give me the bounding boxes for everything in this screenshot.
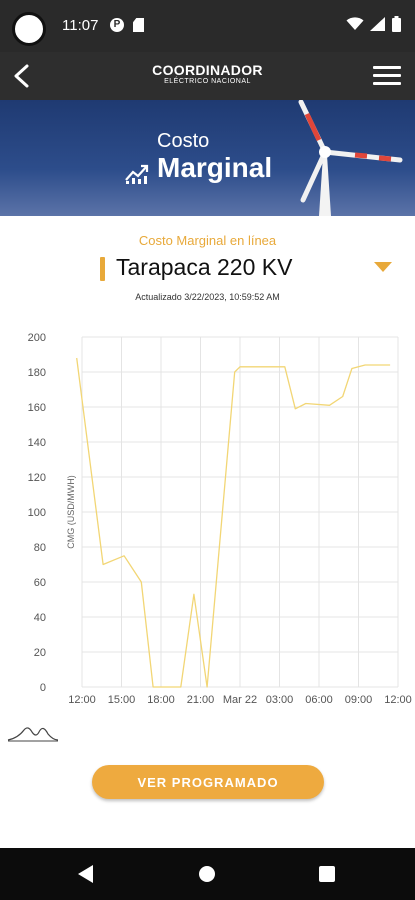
status-icons: [346, 16, 401, 32]
station-accent-bar: [100, 257, 105, 281]
app-bar: COORDINADOR ELÉCTRICO NACIONAL: [0, 52, 415, 100]
y-tick-label: 80: [34, 542, 46, 554]
station-name[interactable]: Tarapaca 220 KV: [116, 254, 293, 280]
hamburger-menu-icon[interactable]: [373, 66, 401, 88]
trending-up-icon: [125, 164, 149, 184]
banner-title-large: Marginal: [157, 152, 273, 183]
y-tick-label: 200: [28, 332, 46, 344]
parking-notification-icon: P: [110, 18, 124, 32]
y-tick-label: 120: [28, 472, 46, 484]
updated-timestamp: Actualizado 3/22/2023, 10:59:52 AM: [135, 292, 280, 302]
station-selector[interactable]: Tarapaca 220 KV: [0, 252, 415, 286]
ver-programado-button[interactable]: VER PROGRAMADO: [92, 765, 324, 799]
y-tick-label: 140: [28, 437, 46, 449]
section-subtitle: Costo Marginal en línea: [138, 233, 277, 248]
camera-cutout: [12, 12, 46, 46]
x-tick-label: 15:00: [108, 694, 136, 706]
nav-back-icon[interactable]: [78, 865, 93, 883]
y-tick-label: 180: [28, 367, 46, 379]
y-tick-label: 20: [34, 647, 46, 659]
logo-main-text: COORDINADOR: [152, 62, 263, 78]
logo-sub-text: ELÉCTRICO NACIONAL: [164, 78, 251, 85]
cmg-series-line: [76, 357, 391, 688]
x-tick-label: Mar 22: [223, 694, 257, 706]
android-nav-bar: [0, 848, 415, 900]
signal-icon: [370, 17, 385, 31]
status-bar: 11:07 P: [0, 0, 415, 52]
nav-recent-apps-icon[interactable]: [319, 866, 335, 882]
x-tick-label: 18:00: [147, 694, 175, 706]
x-tick-label: 12:00: [384, 694, 412, 706]
status-time: 11:07: [62, 17, 99, 34]
marginal-cost-chart: 0 20 40 60 80 100 120 140 160 180 200 12:00 15:00 18:…: [28, 332, 412, 706]
wifi-icon: [346, 17, 364, 30]
x-tick-label: 21:00: [187, 694, 215, 706]
arrow-left-icon[interactable]: [8, 62, 38, 90]
y-axis-label: CMG (USD/MWH): [66, 475, 76, 549]
sd-card-icon: [133, 18, 144, 32]
app-logo: COORDINADOR ELÉCTRICO NACIONAL: [0, 63, 415, 86]
y-tick-label: 100: [28, 507, 46, 519]
nav-home-icon[interactable]: [199, 866, 215, 882]
banner-title-small: Costo: [157, 130, 210, 152]
wind-turbine-icon: [298, 100, 403, 216]
distribution-curve-icon[interactable]: [6, 722, 60, 744]
header-banner: Costo Marginal: [0, 100, 415, 216]
y-tick-label: 160: [28, 402, 46, 414]
x-tick-label: 12:00: [68, 694, 96, 706]
x-tick-label: 09:00: [345, 694, 373, 706]
y-tick-label: 0: [40, 682, 46, 694]
y-tick-label: 40: [34, 612, 46, 624]
x-tick-label: 03:00: [266, 694, 294, 706]
caret-down-icon[interactable]: [374, 262, 392, 272]
battery-icon: [392, 16, 401, 32]
x-tick-label: 06:00: [305, 694, 333, 706]
y-tick-label: 60: [34, 577, 46, 589]
